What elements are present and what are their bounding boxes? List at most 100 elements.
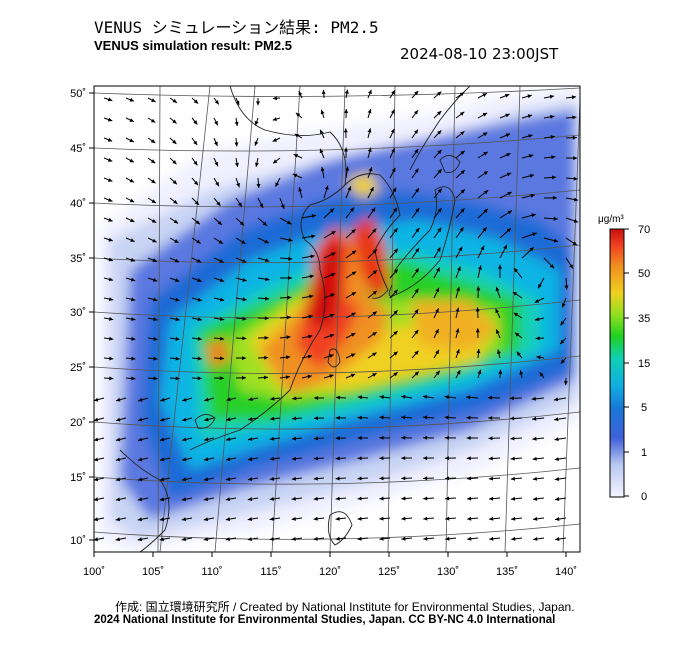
wind-arrow-head [197, 317, 202, 322]
wind-arrow-head [531, 213, 536, 218]
wind-arrow-head [262, 221, 267, 226]
wind-arrow-head [241, 240, 246, 244]
wind-arrow-head [510, 456, 515, 461]
wind-arrow-head [393, 269, 398, 274]
wind-arrow-head [514, 268, 519, 273]
wind-arrow-head [506, 153, 511, 157]
wind-arrow-head [444, 456, 449, 461]
wind-arrow-head [330, 313, 335, 318]
wind-arrow-head [369, 187, 374, 192]
wind-arrow-head [137, 517, 142, 522]
wind-arrow-head [214, 100, 219, 105]
wind-arrow-head [367, 147, 372, 152]
wind-arrow-head [247, 497, 253, 501]
wind-arrow-head [313, 456, 318, 461]
wind-arrow-head [313, 516, 318, 521]
wind-arrow-head [415, 188, 419, 193]
wind-arrow-head [379, 496, 384, 501]
wind-arrow-head [291, 476, 296, 481]
colorbar: μg/m³ 70 50 35 15 5 1 0 [598, 214, 650, 503]
wind-arrow-head [195, 220, 200, 225]
wind-arrow-head [351, 250, 357, 255]
wind-arrow-head [116, 397, 121, 402]
wind-arrow-head [444, 435, 449, 440]
wind-arrow-head [532, 416, 537, 421]
wind-arrow-head [175, 376, 180, 381]
wind-arrow-head [391, 148, 395, 153]
wind-arrow-head [435, 329, 439, 334]
wind-arrow-head [390, 128, 395, 134]
wind-arrow-head [530, 193, 535, 198]
wind-arrow-head [273, 159, 278, 164]
wind-arrow-head [242, 316, 247, 321]
wind-arrow-head [108, 237, 113, 242]
wind-arrow-head [423, 496, 428, 501]
wind-arrow-head [270, 416, 275, 421]
wind-arrow-head [555, 517, 560, 521]
wind-arrow-head [109, 316, 114, 321]
wind-arrow-head [335, 496, 340, 501]
wind-arrow-head [242, 258, 247, 263]
wind-arrow-head [152, 238, 157, 243]
wind-arrow-head [131, 317, 136, 321]
wind-arrow-head [536, 355, 541, 360]
wind-arrow-head [372, 311, 377, 316]
wind-arrow-head [510, 476, 515, 481]
wind-arrow-head [459, 227, 464, 232]
lat-tick-label: 45˚ [70, 143, 86, 155]
wind-arrow-head [115, 457, 121, 462]
wind-arrow-head [423, 536, 428, 541]
wind-arrow-head [217, 220, 222, 225]
wind-arrow-head [131, 356, 136, 361]
wind-arrow-head [456, 370, 461, 375]
wind-arrow-head [437, 188, 442, 193]
wind-arrow-head [573, 197, 579, 202]
title-japanese: VENUS シミュレーション結果: PM2.5 [94, 18, 379, 37]
wind-arrow-head [197, 278, 202, 282]
wind-arrow-head [534, 299, 540, 303]
wind-arrow-head [422, 395, 428, 399]
wind-arrow-head [320, 166, 325, 172]
wind-arrow-head [458, 246, 463, 252]
wind-arrow-head [457, 266, 461, 271]
wind-arrow-head [259, 203, 264, 208]
wind-arrow-head [264, 335, 269, 340]
lat-tick-label: 25˚ [70, 362, 86, 374]
pm25-map-figure: 100˚ 105˚ 110˚ 115˚ 120˚ 125˚ 130˚ 135˚ … [70, 85, 650, 578]
wind-arrow-head [437, 111, 442, 116]
wind-arrow-head [129, 178, 134, 183]
wind-arrow-head [225, 497, 231, 502]
wind-arrow-head [510, 436, 515, 441]
wind-arrow-head [265, 277, 270, 282]
wind-arrow-head [351, 333, 356, 337]
wind-arrow-head [561, 303, 566, 308]
wind-arrow-head [331, 252, 336, 257]
wind-arrow-head [107, 137, 113, 142]
wind-arrow-head [344, 109, 349, 114]
wind-arrow-head [560, 359, 565, 364]
axis-ticks [89, 92, 567, 557]
wind-arrow-head [234, 121, 239, 126]
wind-arrow-head [130, 238, 135, 242]
wind-arrow-head [456, 286, 460, 292]
wind-arrow-head [172, 119, 177, 124]
wind-arrow-head [308, 334, 313, 339]
wind-arrow-head [455, 307, 460, 312]
wind-arrow-head [437, 169, 442, 174]
wind-arrow-head [393, 207, 397, 213]
wind-arrow-head [129, 138, 134, 142]
longitude-labels: 100˚ 105˚ 110˚ 115˚ 120˚ 125˚ 130˚ 135˚ … [83, 566, 577, 578]
wind-arrow-head [372, 270, 377, 275]
wind-arrow-head [482, 93, 487, 97]
wind-arrow-head [194, 200, 199, 205]
wind-arrow-head [107, 158, 113, 162]
wind-arrow-head [234, 162, 239, 167]
wind-arrow-head [287, 276, 292, 280]
wind-arrow-head [460, 189, 465, 194]
wind-arrow-head [193, 99, 199, 104]
wind-arrow-head [437, 227, 442, 232]
wind-arrow-head [172, 180, 177, 185]
wind-arrow-head [225, 537, 230, 541]
wind-arrow-head [107, 178, 113, 182]
wind-arrow-head [554, 457, 559, 461]
